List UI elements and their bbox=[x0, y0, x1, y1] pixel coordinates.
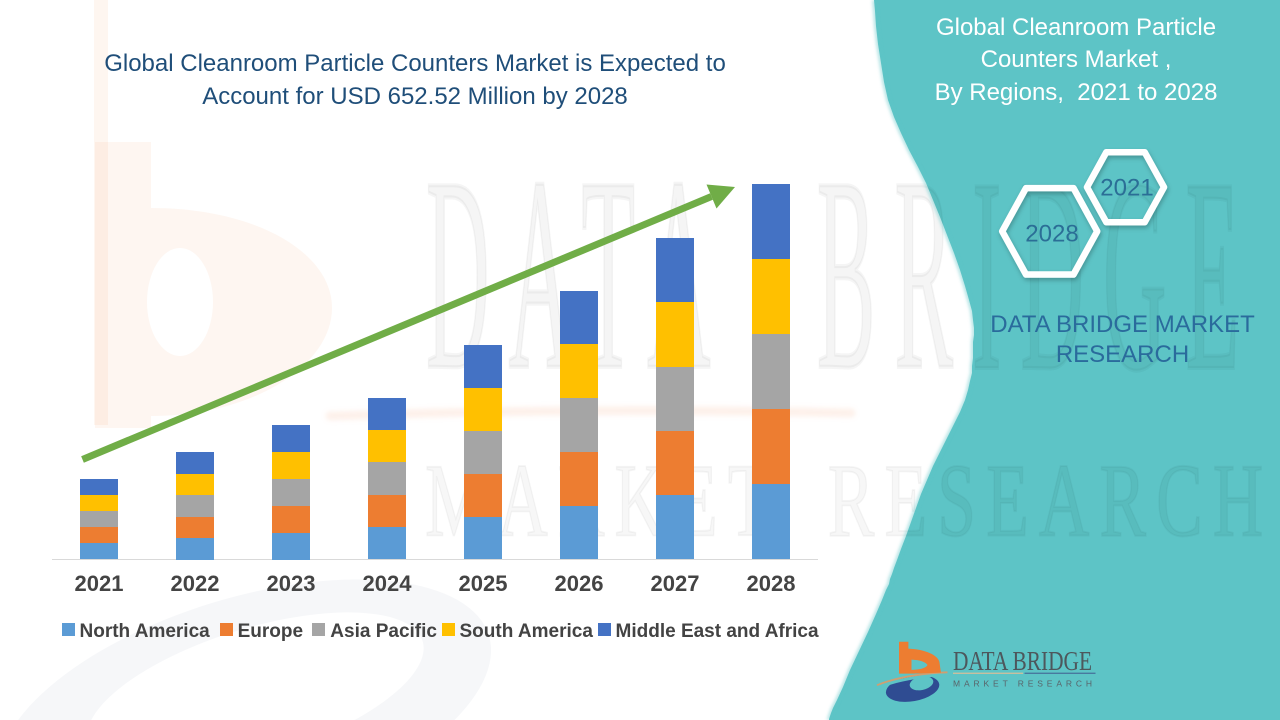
svg-text:MARKET RESEARCH: MARKET RESEARCH bbox=[953, 679, 1092, 689]
svg-text:DATA BRIDGE: DATA BRIDGE bbox=[953, 646, 1092, 676]
svg-text:2028: 2028 bbox=[1025, 221, 1078, 248]
svg-text:2021: 2021 bbox=[1100, 175, 1153, 202]
